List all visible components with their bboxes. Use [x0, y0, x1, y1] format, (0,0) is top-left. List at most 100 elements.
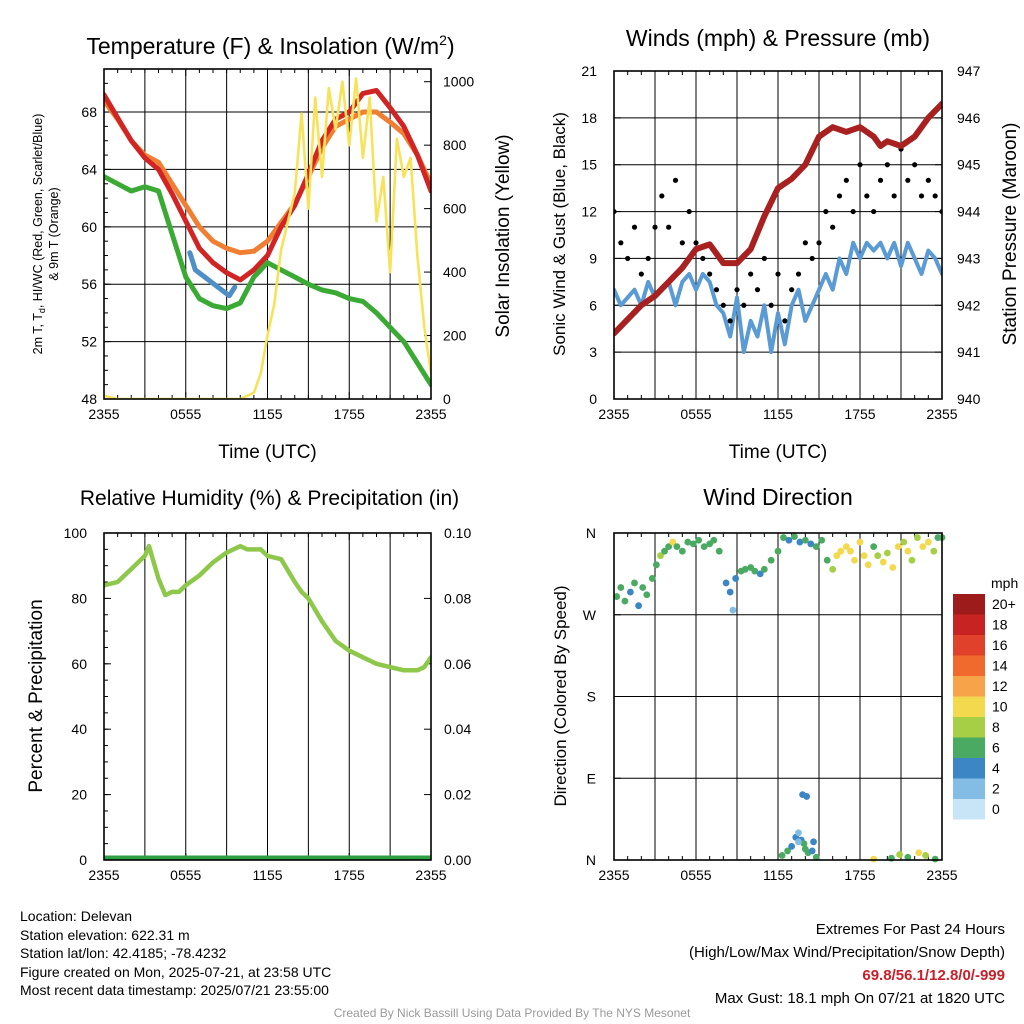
wdir-point [829, 565, 837, 573]
wdir-xtick-label: 1755 [844, 867, 875, 883]
wdir-point [784, 847, 791, 855]
wdir-point [799, 791, 806, 798]
wind-gust-point [789, 287, 795, 293]
temp-ylabel-rest: , HI/WC (Red, Green, Scarlet/Blue) [31, 114, 45, 309]
wind-gust-point [802, 240, 808, 246]
wind-y2tick-label: 946 [957, 110, 981, 126]
wind-ytick-label: 3 [589, 344, 597, 360]
rh-xtick-label: 1755 [334, 867, 365, 883]
wdir-point [904, 547, 912, 555]
wind-gust-point [877, 177, 884, 183]
rh-xtick-label: 2355 [415, 867, 446, 883]
wind-gust-point [754, 287, 761, 293]
wdir-point [810, 838, 817, 846]
wdir-xtick-label: 0555 [680, 867, 711, 883]
max-gust: Max Gust: 18.1 mph On 07/21 at 1820 UTC [714, 990, 1005, 1007]
wdir-point [710, 536, 718, 544]
temp-xlabel: Time (UTC) [218, 442, 317, 463]
legend-swatch [953, 655, 985, 676]
wind-gust-point [734, 287, 740, 293]
legend-swatch [953, 758, 985, 779]
legend-label: 0 [992, 801, 1000, 817]
wind-y2tick-label: 940 [957, 391, 981, 407]
wdir-point [741, 565, 749, 573]
temp-ylabel-sub: d [37, 308, 47, 313]
temp-title-close: ) [447, 33, 455, 59]
temp-y2tick-label: 800 [443, 137, 467, 153]
temp-ytick-label: 52 [81, 334, 97, 350]
wind-ytick-label: 21 [581, 63, 597, 79]
wind-gust-point [905, 177, 911, 183]
wind-gust-point [891, 193, 897, 199]
wdir-ytick-label: W [583, 607, 597, 623]
wind-gust-point [645, 255, 651, 262]
wdir-point [837, 547, 845, 555]
wdir-point [795, 829, 802, 837]
rh-axes: 2355 0555 1155 1755 2355 Relative Humidity (%… [26, 487, 471, 883]
temp-ytick-label: 48 [81, 391, 97, 407]
wdir-point [914, 534, 921, 541]
wind-gust-point [659, 193, 665, 199]
legend-label: 14 [992, 658, 1008, 674]
wdir-point [661, 547, 668, 555]
wind-gust-point [884, 162, 890, 168]
wdir-point [700, 543, 708, 551]
wdir-point [760, 565, 768, 573]
legend-swatch [953, 799, 985, 820]
rh-ytick-label: 0 [79, 852, 87, 868]
wdir-point [785, 536, 793, 544]
wdir-point [808, 847, 816, 855]
wdir-point [631, 579, 638, 587]
wind-xtick-label: 1755 [844, 406, 875, 422]
temp-xtick-label: 2355 [415, 406, 446, 422]
wdir-point [894, 543, 902, 551]
wdir-point [915, 849, 923, 857]
wind-y2tick-label: 941 [957, 344, 981, 360]
temp-y2tick-label: 400 [443, 264, 467, 280]
wind-gust-point [666, 224, 672, 230]
wdir-point [621, 597, 629, 605]
wdir-point [678, 547, 686, 555]
wind-gust-point [836, 193, 843, 199]
wdir-point [774, 547, 782, 555]
wdir-point [818, 536, 826, 544]
wdir-point [930, 547, 938, 555]
station-elevation: Station elevation: 622.31 m [20, 926, 190, 943]
wdir-point [780, 534, 787, 541]
legend-label: 16 [992, 637, 1008, 653]
wdir-point [695, 536, 703, 544]
wind-gust-point [932, 193, 938, 199]
wind-gust-point [816, 240, 822, 246]
legend-swatch [953, 778, 985, 799]
rh-y2tick-label: 0.02 [444, 787, 471, 803]
wdir-axes: 2355 0555 1155 1755 2355 Wind Direction N E S W N D… [551, 484, 958, 883]
wind-gust-point [652, 224, 658, 230]
extremes-title: Extremes For Past 24 Hours [815, 921, 1005, 938]
wind-gust-point [912, 162, 918, 168]
wdir-point [751, 567, 759, 575]
wind-gust-point [795, 271, 802, 277]
wdir-point [627, 588, 634, 596]
temp-y2tick-label: 600 [443, 201, 467, 217]
wdir-point [847, 547, 854, 555]
wdir-point [669, 538, 677, 546]
wind-gust-point [768, 302, 774, 308]
legend-label: 6 [992, 740, 1000, 756]
wdir-point [729, 606, 737, 614]
temp-axes: 2355 0555 1155 1755 2355 Temperature (F) & In… [31, 32, 514, 463]
legend-label: 10 [992, 699, 1008, 715]
wdir-point [823, 556, 831, 564]
temp-ylabel-line2: & 9m T (Orange) [47, 187, 61, 280]
wdir-point [726, 588, 734, 596]
temp-series-dewpoint_green [104, 174, 431, 388]
wind-gust-point [830, 224, 836, 230]
figure-created: Figure created on Mon, 2025-07-21, at 23… [20, 963, 332, 980]
wind-gust-point [631, 224, 638, 230]
wind-gust-point [686, 208, 692, 215]
rh-title: Relative Humidity (%) & Precipitation (i… [80, 487, 459, 510]
wind-title: Winds (mph) & Pressure (mb) [626, 25, 930, 51]
wind-y2tick-label: 942 [957, 297, 981, 313]
wdir-title: Wind Direction [703, 484, 853, 510]
wdir-point [756, 570, 764, 578]
wdir-point [715, 547, 723, 555]
